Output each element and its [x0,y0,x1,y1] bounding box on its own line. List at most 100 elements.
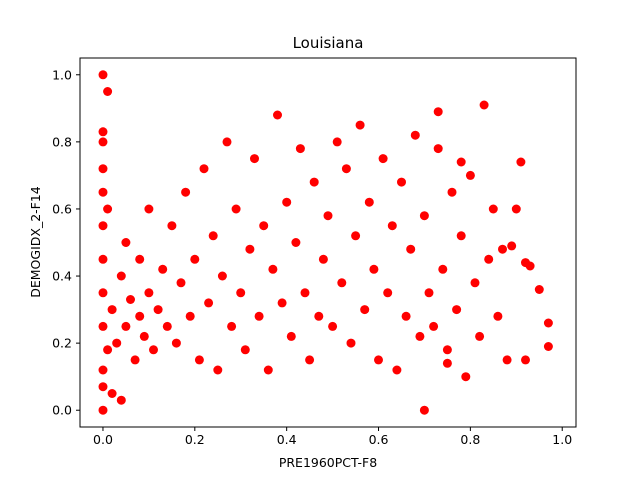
data-point [360,305,370,315]
data-point [318,254,328,264]
data-point [543,342,553,351]
data-point [199,164,209,174]
data-point [442,358,452,368]
data-point [222,137,232,147]
data-point [355,120,365,130]
data-point [98,382,108,392]
data-point [442,345,452,355]
data-point [277,298,287,308]
data-point [392,365,402,375]
data-point [374,355,383,365]
data-point [452,305,462,315]
data-point [227,321,237,331]
data-point [406,244,416,254]
data-point [135,311,145,321]
data-point [424,288,434,298]
data-point [447,187,457,197]
data-point [250,154,259,164]
data-point [126,295,135,304]
y-tick-label: 0.0 [52,403,72,418]
data-point [98,288,108,298]
data-point [286,331,296,341]
data-point [254,311,264,321]
data-point [351,231,361,241]
data-point [429,321,439,331]
data-point [149,345,158,355]
data-point [213,365,223,375]
x-tick-label: 0.4 [277,432,297,447]
data-point [116,395,126,405]
data-point [98,321,108,331]
data-point [461,372,471,382]
data-point [121,321,131,331]
data-point [98,405,108,415]
data-point [305,355,315,365]
data-point [98,164,108,174]
y-tick-label: 0.4 [52,269,72,284]
data-point [135,254,145,264]
data-point [438,264,448,274]
y-tick-label: 0.8 [52,134,72,149]
data-point [103,204,113,214]
data-point [268,264,278,274]
data-point [291,238,301,247]
data-point [383,288,393,298]
data-point [419,405,429,415]
data-point [475,331,485,341]
y-axis-label: DEMOGIDX_2-F14 [28,186,43,298]
data-point [498,244,507,254]
chart-title: Louisiana [293,34,364,52]
data-point [507,241,517,251]
data-point [103,87,113,96]
data-point [295,144,305,154]
x-tick-label: 1.0 [552,432,572,447]
data-point [484,254,494,264]
data-point [98,187,108,197]
x-tick-label: 0.2 [185,432,205,447]
x-tick-label: 0.8 [460,432,480,447]
data-point [502,355,512,365]
data-point [217,271,227,281]
data-point [98,221,108,231]
data-point [98,70,108,80]
data-point [328,321,338,331]
data-point [116,271,126,281]
data-point [98,254,108,264]
data-point [415,331,425,341]
y-tick-label: 0.2 [52,336,72,351]
data-point [346,338,356,348]
data-point [465,170,475,180]
plot-area [79,57,577,428]
data-point [98,127,108,137]
data-point [521,355,530,365]
data-point [516,157,526,167]
data-point [511,204,521,214]
data-point [282,197,292,207]
data-point [479,100,489,110]
data-point [378,154,388,164]
data-point [231,204,241,214]
y-axis-ticks: 0.0 0.2 0.4 0.6 0.8 1.0 [52,67,80,418]
data-point [433,144,443,154]
data-point [153,305,163,315]
data-point [470,278,480,288]
data-point [98,365,108,375]
data-point [300,288,310,298]
data-point [245,244,255,254]
data-point [543,318,553,328]
data-point [397,177,406,187]
data-point [314,311,324,321]
data-point [309,177,319,187]
data-point [171,338,181,348]
x-tick-label: 0.6 [369,432,389,447]
data-point [341,164,351,174]
data-point [103,345,113,355]
data-point [130,355,140,365]
data-point [185,311,195,321]
data-point [332,137,342,147]
data-point [410,130,420,140]
data-point [112,338,122,348]
data-point [488,204,498,214]
data-point [144,204,154,214]
data-point [107,305,117,315]
